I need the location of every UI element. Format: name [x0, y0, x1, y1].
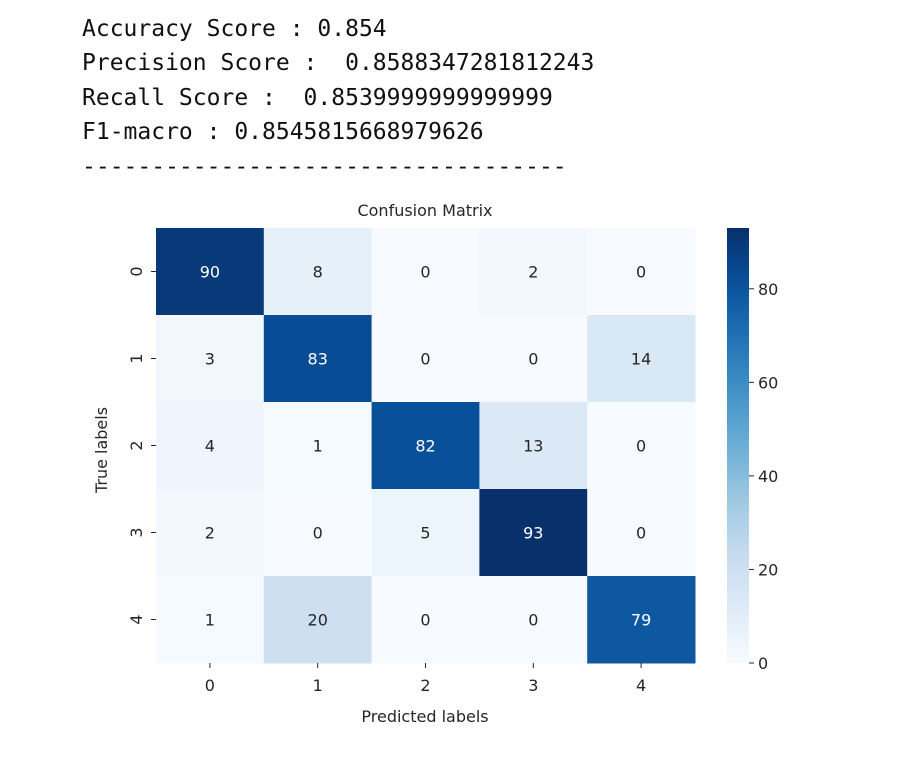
cell-label: 0 [528, 350, 538, 369]
heatmap-cell [263, 489, 373, 577]
heatmap-cell [156, 576, 265, 664]
cell-label: 82 [415, 437, 435, 456]
heatmap-cell [479, 489, 588, 577]
cell-label: 8 [313, 263, 323, 282]
cell-label: 2 [205, 524, 215, 543]
cell-label: 0 [528, 611, 538, 630]
cell-label: 0 [420, 263, 430, 282]
heatmap-cell [263, 402, 373, 490]
heatmap-cell [587, 228, 696, 316]
heatmap-cell [371, 228, 480, 316]
colorbar-tick-label: 40 [758, 467, 778, 486]
heatmap-cell [156, 228, 265, 316]
output-line: Recall Score : 0.8539999999999999 [82, 85, 553, 111]
cell-label: 5 [420, 524, 430, 543]
heatmap-cell [479, 228, 588, 316]
heatmap-cell [479, 576, 588, 664]
heatmap-cell [587, 402, 696, 490]
colorbar-tick-label: 80 [758, 280, 778, 299]
output-line: F1-macro : 0.8545815668979626 [82, 119, 484, 145]
colorbar-tick-label: 20 [758, 560, 778, 579]
cell-label: 4 [205, 437, 215, 456]
cell-label: 83 [308, 350, 328, 369]
output-line: ----------------------------------- [82, 154, 567, 180]
cell-label: 13 [523, 437, 543, 456]
heatmap-cell [587, 576, 696, 664]
cell-label: 1 [205, 611, 215, 630]
chart-title: Confusion Matrix [357, 201, 492, 220]
heatmap-cell [371, 576, 480, 664]
heatmap-cell [263, 315, 373, 403]
cell-label: 0 [636, 263, 646, 282]
cell-label: 14 [631, 350, 651, 369]
cell-label: 1 [313, 437, 323, 456]
heatmap-cell [263, 576, 373, 664]
cell-label: 0 [420, 611, 430, 630]
cell-label: 2 [528, 263, 538, 282]
y-tick-label: 0 [127, 266, 146, 276]
x-tick-label: 3 [528, 676, 538, 695]
output-line: Accuracy Score : 0.854 [82, 16, 387, 42]
heatmap-cell [263, 228, 373, 316]
colorbar-tick-label: 60 [758, 373, 778, 392]
cell-label: 3 [205, 350, 215, 369]
output-line: Precision Score : 0.8588347281812243 [82, 50, 594, 76]
cell-label: 0 [420, 350, 430, 369]
x-tick-label: 4 [636, 676, 646, 695]
y-tick-label: 4 [127, 614, 146, 624]
colorbar [727, 228, 749, 663]
heatmap-cell [156, 489, 265, 577]
heatmap-cell [371, 315, 480, 403]
heatmap-cell [587, 315, 696, 403]
y-tick-label: 2 [127, 440, 146, 450]
x-tick-label: 2 [420, 676, 430, 695]
x-tick-label: 1 [313, 676, 323, 695]
heatmap-cell [479, 315, 588, 403]
cell-label: 79 [631, 611, 651, 630]
cell-label: 0 [313, 524, 323, 543]
cell-label: 90 [200, 263, 220, 282]
cell-label: 20 [308, 611, 328, 630]
heatmap-cell [587, 489, 696, 577]
heatmap-cell [371, 489, 480, 577]
y-tick-label: 3 [127, 527, 146, 537]
heatmap-cell [156, 402, 265, 490]
cell-label: 0 [636, 437, 646, 456]
heatmap-cell [371, 402, 480, 490]
heatmap-cell [479, 402, 588, 490]
y-tick-label: 1 [127, 353, 146, 363]
x-axis-label: Predicted labels [361, 707, 488, 726]
cell-label: 93 [523, 524, 543, 543]
colorbar-tick-label: 0 [758, 654, 768, 673]
cell-label: 0 [636, 524, 646, 543]
y-axis-label: True labels [92, 407, 111, 494]
heatmap-cell [156, 315, 265, 403]
x-tick-label: 0 [205, 676, 215, 695]
